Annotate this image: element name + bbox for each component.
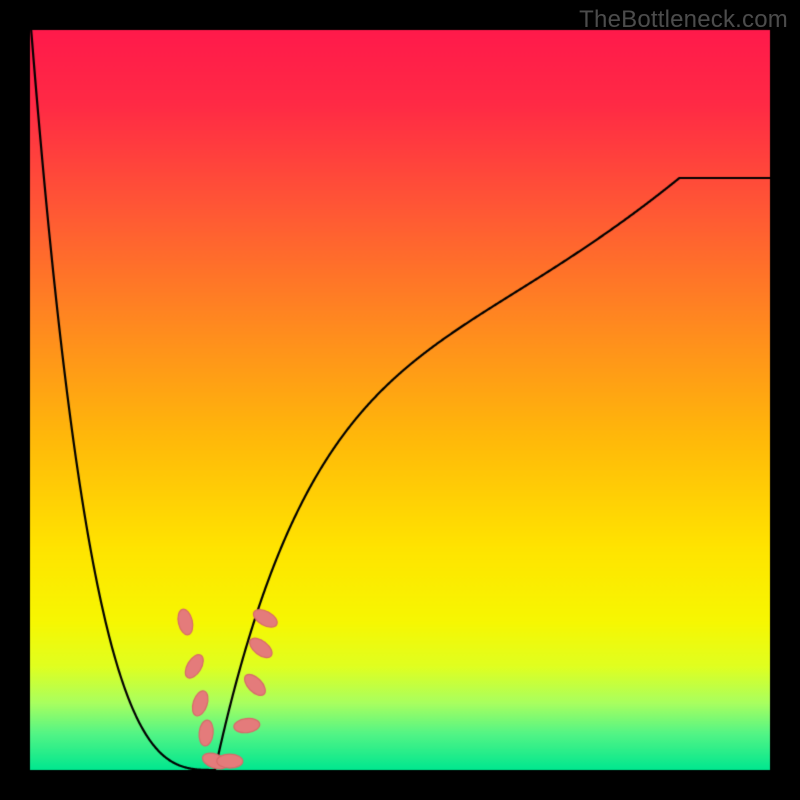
bottleneck-chart-canvas: [0, 0, 800, 800]
figure-root: TheBottleneck.com: [0, 0, 800, 800]
source-watermark: TheBottleneck.com: [579, 6, 788, 34]
